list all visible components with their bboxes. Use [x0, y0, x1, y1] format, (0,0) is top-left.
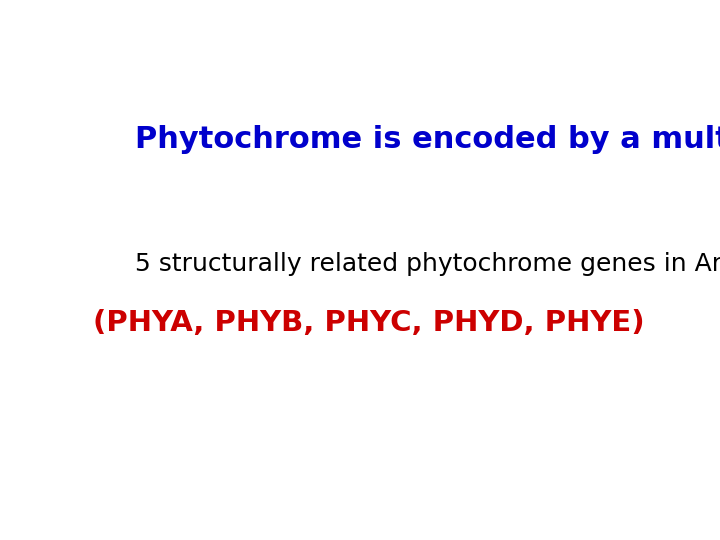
Text: 5 structurally related phytochrome genes in Arabidopsis: 5 structurally related phytochrome genes… — [135, 252, 720, 276]
Text: Phytochrome is encoded by a multigene family: Phytochrome is encoded by a multigene fa… — [135, 125, 720, 154]
Text: (PHYA, PHYB, PHYC, PHYD, PHYE): (PHYA, PHYB, PHYC, PHYD, PHYE) — [93, 308, 645, 336]
